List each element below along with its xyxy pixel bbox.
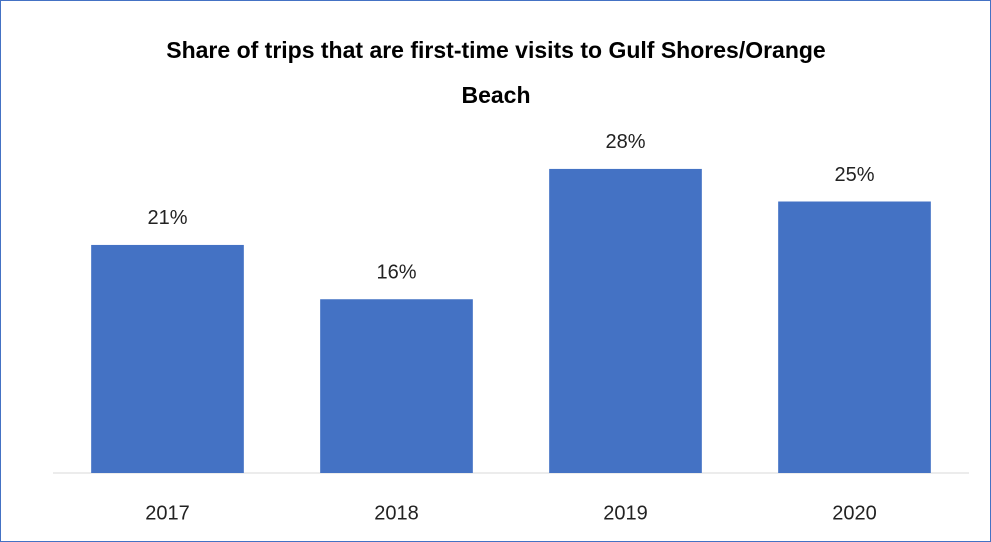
bar bbox=[91, 244, 244, 473]
data-label: 28% bbox=[605, 131, 645, 153]
data-label: 16% bbox=[376, 262, 416, 284]
x-tick-label: 2020 bbox=[832, 502, 877, 524]
x-tick-label: 2019 bbox=[603, 502, 648, 524]
chart-title: Share of trips that are first-time visit… bbox=[166, 37, 826, 108]
bar bbox=[320, 299, 473, 473]
data-label: 21% bbox=[147, 207, 187, 229]
bar bbox=[549, 168, 702, 474]
x-tick-label: 2017 bbox=[145, 502, 190, 524]
bar bbox=[778, 201, 931, 473]
x-tick-label: 2018 bbox=[374, 502, 419, 524]
data-label: 25% bbox=[834, 164, 874, 186]
